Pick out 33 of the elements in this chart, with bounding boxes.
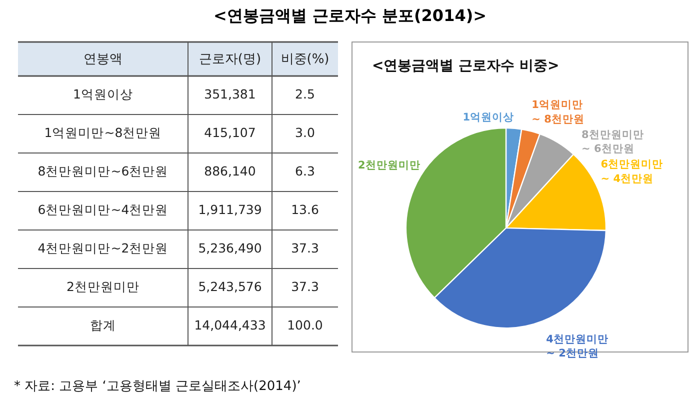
data-label: 886,140 bbox=[204, 164, 256, 179]
text: 100.0 bbox=[287, 318, 323, 333]
slice-label: 4천만원미만 ~ 2천만원 bbox=[546, 333, 608, 360]
data-label: 415,107 bbox=[204, 125, 256, 140]
text: <연봉금액별 근로자수 분포(2014)> bbox=[213, 6, 487, 26]
data-label: 37.3 bbox=[291, 240, 319, 256]
category-label: 1억원미만~8천만원 bbox=[44, 125, 162, 140]
text: 연봉액 bbox=[84, 52, 122, 67]
data-label: 1,911,739 bbox=[198, 202, 262, 218]
category-label: 4천만원미만~2천만원 bbox=[38, 240, 168, 256]
text: 합계 bbox=[90, 318, 116, 333]
chart-title: <연봉금액별 근로자수 비중> bbox=[372, 58, 560, 74]
slice-label: 2천만원미만 bbox=[358, 159, 420, 172]
slice-label: 8천만원미만 ~ 6천만원 bbox=[582, 128, 644, 155]
data-label: 5,236,490 bbox=[198, 240, 262, 256]
text: 14,044,433 bbox=[194, 318, 266, 333]
data-label: 6.3 bbox=[295, 164, 315, 179]
text: 비중(%) bbox=[280, 52, 330, 67]
data-label: 5,243,576 bbox=[198, 279, 262, 294]
category-label: 1억원이상 bbox=[73, 86, 133, 102]
data-label: 37.3 bbox=[291, 279, 319, 294]
data-label: 351,381 bbox=[204, 86, 256, 102]
slice-label: 6천만원미만 ~ 4천만원 bbox=[600, 158, 664, 185]
category-label: 2천만원미만 bbox=[66, 279, 140, 294]
category-label: 6천만원미만~4천만원 bbox=[38, 202, 168, 218]
data-label: 13.6 bbox=[291, 202, 319, 218]
slice-label: 1억원미만 ~ 8천만원 bbox=[532, 99, 584, 126]
text: * 자료: 고용부 ‘고용형태별 근로실태조사(2014)’ bbox=[14, 378, 301, 394]
data-label: 2.5 bbox=[295, 86, 315, 102]
text: 근로자(명) bbox=[198, 52, 262, 67]
category-label: 8천만원미만~6천만원 bbox=[38, 164, 168, 179]
data-label: 3.0 bbox=[295, 125, 315, 140]
slice-label: 1억원이상 bbox=[462, 111, 514, 124]
